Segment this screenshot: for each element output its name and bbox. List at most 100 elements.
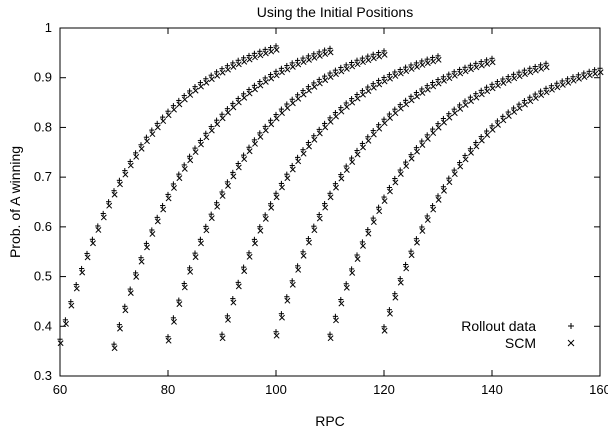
rollout-point: [111, 188, 117, 194]
rollout-point: [95, 223, 101, 229]
rollout-point: [284, 62, 290, 69]
scm-point: [489, 126, 496, 133]
scm-point: [387, 75, 393, 82]
scm-point: [279, 69, 285, 76]
rollout-point: [349, 59, 355, 66]
scm-point: [322, 77, 329, 84]
scm-point: [311, 83, 318, 90]
scm-point: [468, 66, 474, 73]
rollout-point: [397, 167, 403, 173]
scm-point: [376, 125, 383, 132]
scm-point: [462, 101, 469, 108]
scm-point: [322, 204, 329, 211]
rollout-point: [197, 79, 203, 86]
rollout-point: [376, 49, 382, 56]
scm-point: [327, 118, 334, 125]
scm-point: [354, 151, 361, 158]
rollout-point: [257, 130, 263, 136]
scm-point: [435, 196, 442, 203]
rollout-point: [511, 105, 517, 111]
rollout-point: [246, 52, 252, 59]
scm-point: [111, 345, 118, 352]
scm-point: [262, 50, 269, 57]
scm-point: [262, 215, 269, 222]
rollout-point: [397, 102, 403, 108]
rollout-point: [467, 146, 473, 152]
rollout-point: [241, 55, 247, 61]
scm-point: [338, 300, 345, 307]
rollout-point: [462, 152, 468, 159]
scm-point: [424, 216, 431, 223]
scm-point: [225, 182, 231, 189]
scm-point: [133, 153, 140, 160]
scm-point: [381, 78, 388, 85]
scm-point: [446, 75, 453, 82]
scm-point: [225, 316, 231, 323]
scm-point: [370, 131, 377, 138]
rollout-point: [322, 120, 328, 127]
rollout-point: [170, 315, 176, 321]
scm-point: [333, 184, 339, 191]
rollout-point: [170, 181, 176, 187]
rollout-point: [273, 329, 279, 335]
scm-point: [392, 110, 399, 117]
rollout-point: [327, 190, 333, 196]
rollout-point: [262, 123, 268, 130]
rollout-point: [403, 64, 409, 70]
scm-point: [208, 76, 215, 83]
scm-point: [424, 135, 431, 142]
scm-point: [392, 179, 399, 186]
rollout-point: [424, 213, 430, 219]
scm-point: [165, 112, 172, 119]
rollout-point: [262, 212, 268, 218]
rollout-point: [359, 55, 365, 61]
rollout-point: [295, 263, 301, 269]
scm-point: [284, 297, 291, 304]
scm-point: [457, 70, 464, 77]
scm-point: [289, 100, 296, 107]
scm-point: [408, 155, 415, 162]
scm-point: [252, 54, 258, 61]
rollout-point: [532, 91, 538, 97]
scm-point: [392, 294, 399, 301]
scm-point: [451, 72, 458, 79]
scm-point: [187, 268, 194, 275]
rollout-point: [462, 64, 468, 70]
rollout-point: [273, 190, 279, 196]
x-axis: 60 80 100 120 140 160: [53, 28, 608, 397]
rollout-point: [349, 266, 355, 272]
rollout-point: [268, 44, 274, 51]
scm-point: [154, 124, 161, 131]
scm-point: [538, 92, 545, 99]
rollout-point: [332, 67, 338, 73]
rollout-point: [457, 66, 463, 73]
scm-point: [349, 269, 356, 276]
scm-point: [419, 61, 426, 68]
scm-point: [203, 79, 210, 86]
rollout-point: [484, 57, 490, 63]
rollout-point: [548, 83, 554, 89]
rollout-point: [392, 69, 398, 75]
rollout-point: [311, 223, 317, 229]
scm-point: [268, 75, 275, 82]
scm-point: [295, 61, 302, 68]
y-tick-label: 0.4: [34, 318, 52, 333]
rollout-point: [273, 43, 279, 49]
scm-point: [138, 258, 145, 265]
scm-point: [511, 109, 518, 115]
scm-point: [122, 171, 129, 178]
rollout-point: [365, 84, 371, 90]
rollout-point: [494, 78, 500, 85]
rollout-point: [462, 98, 468, 104]
scm-point: [408, 65, 415, 72]
scm-point: [360, 91, 366, 98]
scm-point: [414, 148, 420, 155]
rollout-point: [84, 250, 90, 257]
scm-point: [419, 90, 426, 96]
rollout-point: [181, 92, 187, 99]
rollout-point: [257, 224, 263, 230]
y-tick-label: 0.8: [34, 119, 52, 134]
rollout-point: [430, 126, 436, 132]
rollout-point: [257, 48, 263, 54]
rollout-point: [500, 76, 506, 82]
